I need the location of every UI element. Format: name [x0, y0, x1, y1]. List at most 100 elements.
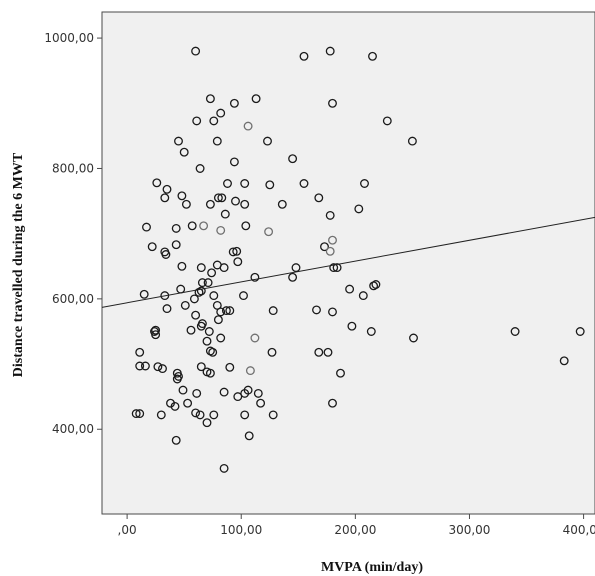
data-point — [407, 136, 417, 146]
data-point — [219, 387, 229, 397]
data-point — [336, 368, 345, 378]
data-point — [162, 304, 172, 314]
data-point — [223, 179, 232, 188]
y-tick-label: 400,00 — [52, 422, 94, 436]
data-point — [174, 136, 183, 146]
data-point — [240, 199, 250, 209]
data-point — [180, 300, 190, 310]
data-point — [135, 361, 145, 371]
data-point — [197, 278, 207, 288]
data-points — [131, 46, 585, 473]
data-point — [170, 401, 180, 411]
data-point — [277, 199, 287, 209]
data-point — [314, 347, 324, 357]
data-point — [204, 327, 214, 336]
data-point — [209, 291, 219, 301]
data-point — [299, 51, 309, 61]
data-point — [147, 242, 157, 252]
data-point — [158, 364, 167, 374]
data-point — [354, 204, 364, 214]
data-point — [195, 410, 205, 420]
data-point — [239, 291, 248, 301]
data-point — [328, 235, 337, 245]
data-point — [212, 136, 222, 146]
data-point — [178, 385, 188, 395]
data-point — [229, 157, 239, 167]
data-point — [195, 164, 205, 173]
x-axis-title: MVPA (min/day) — [321, 560, 423, 575]
data-point — [160, 247, 170, 257]
data-point — [135, 409, 145, 419]
data-point — [265, 180, 275, 190]
data-point — [153, 362, 163, 372]
data-point — [253, 388, 263, 398]
data-point — [329, 263, 339, 273]
data-point — [189, 294, 199, 304]
data-point — [312, 305, 321, 315]
data-point — [135, 347, 145, 357]
data-point — [231, 196, 240, 206]
data-point — [177, 191, 187, 201]
data-point — [347, 321, 357, 331]
data-point — [228, 247, 238, 257]
data-point — [575, 327, 585, 336]
data-point — [250, 333, 260, 343]
data-point — [288, 272, 298, 282]
data-point — [203, 278, 213, 288]
y-tick-label: 800,00 — [52, 161, 94, 175]
data-point — [131, 409, 141, 419]
data-point — [172, 374, 182, 384]
data-point — [139, 289, 149, 299]
data-point — [187, 221, 197, 231]
data-point — [256, 398, 266, 408]
data-point — [156, 410, 166, 420]
data-point — [213, 193, 223, 203]
data-point — [162, 184, 172, 194]
data-point — [325, 210, 335, 220]
data-point — [358, 291, 368, 301]
y-tick-label: 1000,00 — [44, 31, 94, 45]
data-point — [196, 362, 206, 372]
data-point — [205, 199, 215, 209]
data-point — [186, 325, 196, 335]
data-point — [196, 263, 206, 273]
data-point — [171, 435, 181, 445]
data-point — [209, 116, 219, 126]
data-point — [202, 418, 212, 428]
data-point — [559, 356, 569, 366]
data-point — [263, 136, 272, 146]
data-point — [219, 463, 229, 473]
data-point — [291, 263, 301, 273]
data-point — [366, 327, 376, 336]
data-point — [216, 108, 226, 118]
data-point — [243, 385, 253, 395]
fit-line — [101, 216, 595, 308]
data-point — [245, 366, 255, 376]
x-tick-label: 300,00 — [448, 523, 490, 537]
data-point — [199, 221, 209, 231]
data-point — [244, 431, 254, 441]
data-point — [179, 147, 189, 157]
data-point — [240, 179, 250, 188]
data-point — [221, 306, 231, 316]
data-point — [368, 51, 377, 61]
data-point — [328, 307, 337, 317]
data-point — [288, 154, 298, 164]
data-point — [208, 347, 218, 357]
data-point — [232, 246, 242, 256]
data-point — [229, 98, 239, 108]
data-point — [192, 116, 202, 126]
data-point — [191, 310, 201, 320]
data-point — [192, 388, 202, 398]
data-point — [320, 242, 329, 252]
data-point — [328, 98, 337, 108]
x-tick-label: ,00 — [118, 523, 137, 537]
data-point — [151, 325, 161, 335]
data-point — [225, 306, 235, 316]
data-point — [171, 240, 181, 250]
data-point — [233, 392, 243, 402]
data-point — [140, 361, 150, 371]
x-tick-label: 200,00 — [334, 523, 376, 537]
data-point — [360, 179, 369, 188]
